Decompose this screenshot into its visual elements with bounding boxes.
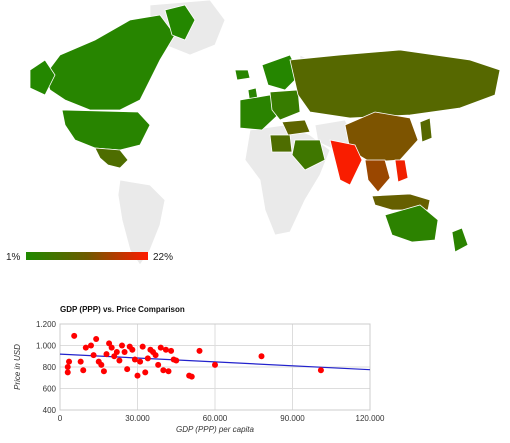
data-point[interactable] (90, 352, 97, 359)
data-point[interactable] (98, 361, 105, 368)
map-region-philippines[interactable] (394, 159, 409, 183)
scatter-chart: GDP (PPP) vs. Price Comparison 400 600 800… (0, 296, 510, 438)
data-point[interactable] (108, 344, 115, 351)
data-point[interactable] (111, 353, 118, 360)
data-point[interactable] (258, 353, 265, 360)
map-region-new-zealand[interactable] (451, 227, 469, 253)
x-tick-label: 90.000 (280, 414, 305, 423)
data-point[interactable] (134, 372, 141, 379)
map-region-turkey[interactable] (281, 119, 311, 136)
data-point[interactable] (116, 357, 123, 364)
world-map[interactable]: 1% 22% (0, 0, 510, 272)
legend-min-label: 1% (6, 252, 21, 263)
data-point[interactable] (196, 347, 203, 354)
legend-max-label: 22% (153, 252, 173, 263)
data-point[interactable] (168, 347, 175, 354)
data-point[interactable] (152, 352, 159, 359)
map-region-russia[interactable] (289, 49, 501, 119)
y-tick-label: 1.000 (36, 342, 57, 351)
map-region-canada[interactable] (44, 14, 176, 111)
data-point[interactable] (100, 368, 107, 375)
map-region-eastern-europe[interactable] (269, 89, 301, 121)
x-tick-label: 120.000 (356, 414, 385, 423)
x-tick-label: 30.000 (125, 414, 150, 423)
data-point[interactable] (64, 364, 71, 370)
y-tick-label: 1.200 (36, 320, 57, 329)
y-axis-label: Price in USD (13, 344, 22, 390)
data-point[interactable] (93, 336, 100, 343)
map-region-japan[interactable] (419, 117, 433, 143)
data-point[interactable] (188, 373, 195, 380)
map-regions (29, 0, 501, 266)
data-point[interactable] (155, 361, 162, 368)
data-point[interactable] (121, 348, 128, 355)
map-region-alaska[interactable] (29, 59, 56, 96)
map-region-mexico[interactable] (94, 147, 129, 169)
y-tick-label: 400 (43, 406, 57, 415)
map-region-australia[interactable] (384, 204, 439, 243)
map-region-iceland[interactable] (234, 69, 251, 81)
map-region-saudi-arabia[interactable] (291, 139, 326, 171)
data-point[interactable] (317, 367, 324, 374)
data-point[interactable] (103, 351, 110, 358)
chart-title: GDP (PPP) vs. Price Comparison (60, 305, 185, 314)
plot-area (59, 323, 371, 411)
x-tick-label: 0 (58, 414, 63, 423)
data-point[interactable] (137, 358, 144, 365)
data-point[interactable] (165, 368, 172, 375)
data-point[interactable] (124, 366, 131, 373)
map-region-greenland[interactable] (164, 4, 196, 41)
x-axis-label: GDP (PPP) per capita (176, 425, 255, 434)
data-point[interactable] (119, 342, 125, 349)
data-point[interactable] (77, 358, 84, 365)
data-point[interactable] (82, 344, 89, 351)
y-tick-label: 600 (43, 385, 57, 394)
data-point[interactable] (106, 340, 113, 347)
data-point[interactable] (173, 357, 180, 364)
data-point[interactable] (131, 356, 138, 363)
data-point[interactable] (212, 361, 218, 368)
data-point[interactable] (160, 367, 167, 374)
data-point[interactable] (80, 367, 87, 374)
data-point[interactable] (64, 369, 71, 376)
data-point[interactable] (139, 343, 146, 350)
y-tick-label: 800 (43, 363, 57, 372)
map-region-western-europe[interactable] (239, 94, 279, 131)
data-point[interactable] (88, 342, 94, 349)
data-point[interactable] (113, 348, 120, 355)
data-point[interactable] (162, 346, 169, 353)
data-point[interactable] (144, 355, 151, 362)
map-region-egypt[interactable] (269, 134, 293, 153)
data-point[interactable] (142, 369, 149, 376)
legend-color-bar (26, 252, 148, 260)
map-region-southeast-asia[interactable] (364, 159, 391, 193)
x-tick-label: 60.000 (203, 414, 228, 423)
map-region-united-states[interactable] (61, 109, 151, 151)
data-point[interactable] (157, 344, 164, 351)
data-point[interactable] (71, 332, 78, 339)
map-region-india[interactable] (329, 139, 363, 186)
data-point[interactable] (66, 358, 73, 365)
data-point[interactable] (129, 346, 136, 353)
